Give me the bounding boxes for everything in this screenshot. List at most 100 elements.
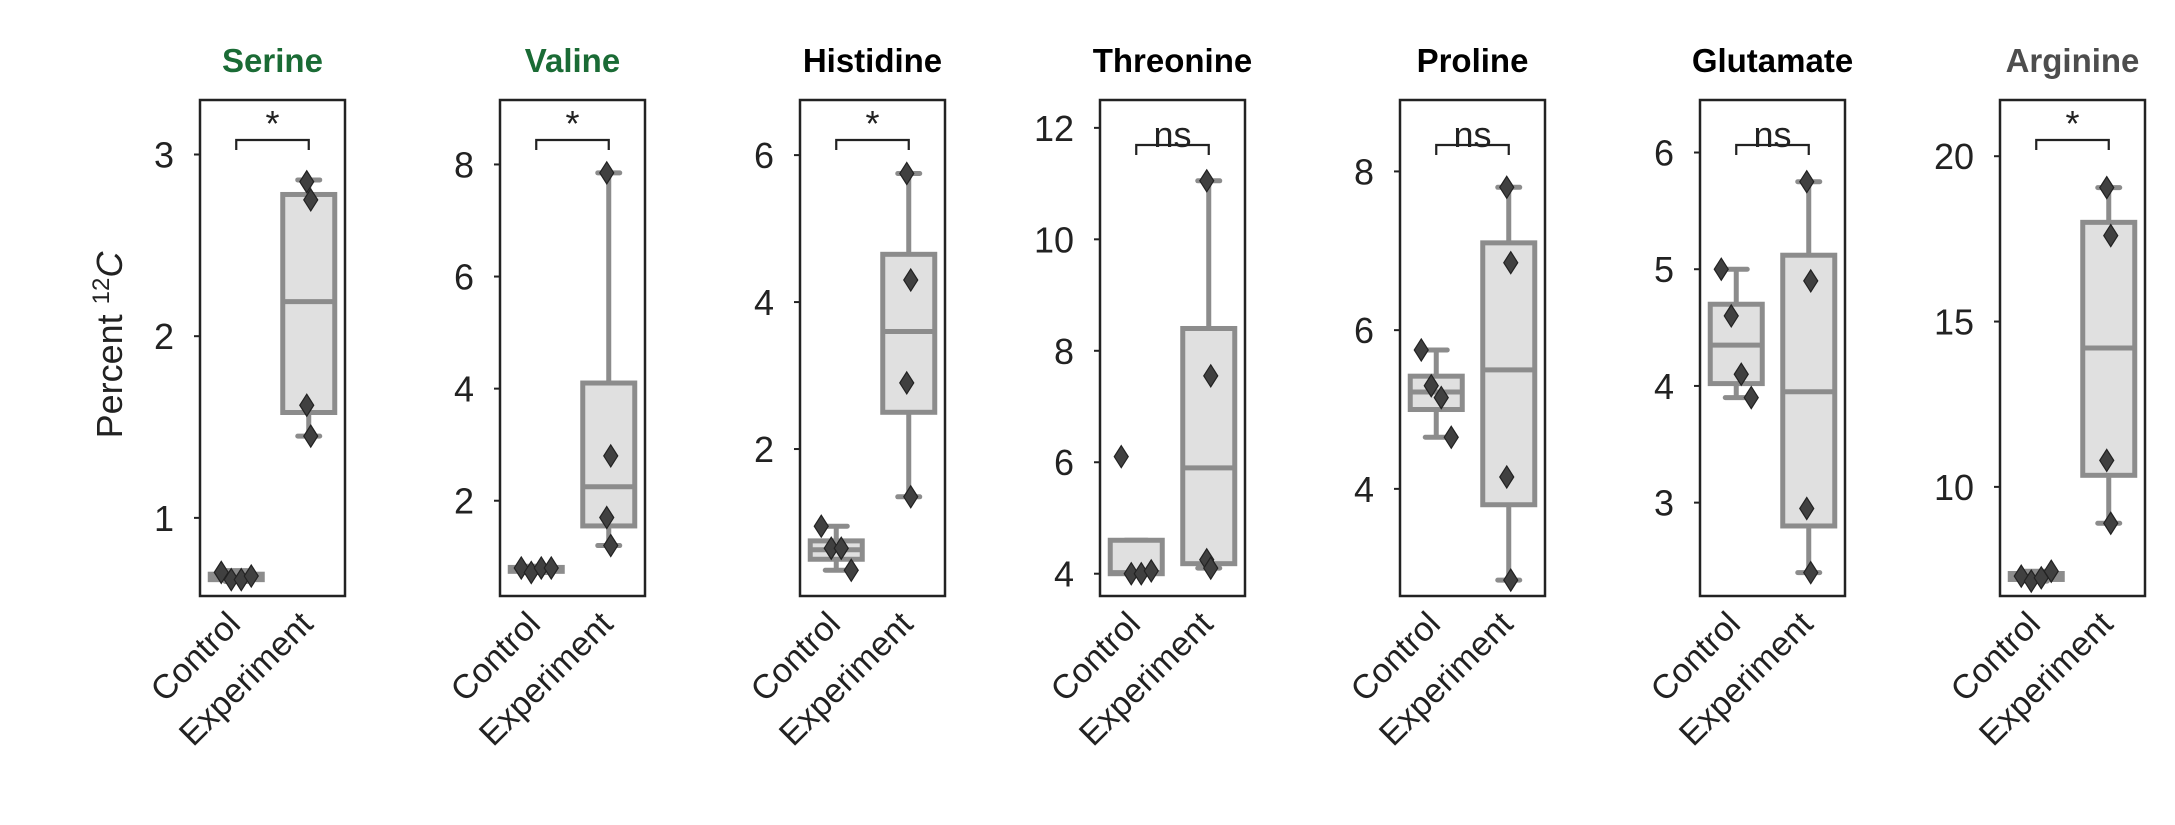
data-point	[1503, 568, 1519, 593]
panel-frame	[498, 98, 647, 598]
panels: Serine123*ControlExperimentValine2468*Co…	[144, 42, 2147, 753]
significance-label: ns	[1753, 114, 1791, 155]
group-experiment	[880, 161, 938, 509]
group-experiment	[1480, 175, 1538, 593]
y-tick-label: 6	[1054, 442, 1074, 483]
y-tick-label: 3	[1654, 483, 1674, 524]
data-point	[1499, 464, 1515, 490]
data-point	[1203, 556, 1219, 581]
data-point	[903, 484, 919, 509]
data-point	[1713, 257, 1729, 282]
y-tick-label: 8	[454, 144, 474, 185]
group-control	[507, 555, 565, 585]
panel-title: Glutamate	[1692, 42, 1853, 79]
y-tick-label: 2	[154, 316, 174, 357]
y-tick-label: 10	[1034, 219, 1074, 260]
data-point	[299, 393, 315, 418]
y-tick-label: 4	[754, 282, 774, 323]
y-tick-label: 6	[454, 257, 474, 298]
y-tick-label: 8	[1054, 331, 1074, 372]
data-point	[1423, 373, 1439, 398]
group-control	[1707, 257, 1765, 410]
data-point	[833, 536, 849, 561]
group-control	[207, 560, 265, 592]
data-point	[603, 443, 619, 469]
panel-frame	[1098, 98, 1247, 598]
group-experiment	[1780, 169, 1838, 585]
significance-label: *	[565, 103, 579, 144]
group-control	[1407, 337, 1465, 450]
group-control	[1107, 444, 1165, 586]
data-point	[1199, 168, 1215, 193]
panel-title: Histidine	[803, 42, 942, 79]
data-point	[599, 505, 615, 530]
y-tick-label: 1	[154, 498, 174, 539]
data-point	[303, 423, 319, 449]
data-point	[1143, 558, 1159, 584]
significance-label: ns	[1153, 114, 1191, 155]
data-point	[2103, 223, 2119, 248]
data-point	[899, 161, 915, 186]
data-point	[1799, 169, 1815, 194]
y-tick-label: 5	[1654, 249, 1674, 290]
data-point	[303, 187, 319, 213]
data-point	[243, 563, 259, 589]
y-tick-label: 6	[1354, 310, 1374, 351]
y-tick-label: 4	[454, 369, 474, 410]
y-tick-label: 8	[1354, 151, 1374, 192]
y-axis-label-superscript: 12	[88, 278, 115, 305]
y-axis-label-variable: C	[89, 251, 130, 278]
data-point	[1733, 362, 1749, 387]
data-point	[813, 514, 829, 539]
y-tick-label: 3	[154, 135, 174, 176]
data-point	[1433, 385, 1449, 410]
significance-label: ns	[1453, 114, 1491, 155]
group-control	[807, 514, 865, 583]
y-tick-label: 10	[1934, 467, 1974, 508]
panel-frame	[1698, 98, 1847, 598]
data-point	[1413, 337, 1429, 363]
y-tick-label: 6	[1654, 133, 1674, 174]
significance-bracket	[1735, 143, 1810, 155]
data-point	[1723, 303, 1739, 329]
data-point	[1743, 385, 1759, 410]
data-point	[603, 533, 619, 558]
panel-title: Valine	[525, 42, 620, 79]
y-tick-label: 15	[1934, 302, 1974, 343]
panel-title: Serine	[222, 42, 323, 79]
group-experiment	[280, 169, 338, 449]
data-point	[2099, 175, 2115, 200]
panel-frame	[1398, 98, 1547, 598]
significance-bracket	[2035, 138, 2110, 150]
data-point	[2099, 448, 2115, 473]
panel-title: Proline	[1417, 42, 1529, 79]
box	[1480, 240, 1538, 508]
group-experiment	[580, 160, 638, 558]
y-tick-label: 20	[1934, 136, 1974, 177]
data-point	[1443, 425, 1459, 450]
significance-label: *	[865, 103, 879, 144]
data-point	[299, 169, 315, 194]
significance-bracket	[235, 138, 310, 150]
panel-frame	[198, 98, 347, 598]
group-control	[2007, 559, 2065, 594]
y-tick-label: 2	[454, 481, 474, 522]
significance-bracket	[1435, 143, 1510, 155]
data-point	[1503, 250, 1519, 275]
panel-title: Arginine	[2006, 42, 2140, 79]
y-tick-label: 4	[1354, 469, 1374, 510]
y-tick-label: 2	[754, 429, 774, 470]
data-point	[903, 267, 919, 293]
data-point	[1113, 444, 1129, 469]
data-point	[1803, 268, 1819, 294]
group-experiment	[2080, 175, 2138, 536]
y-tick-label: 12	[1034, 108, 1074, 149]
data-point	[599, 160, 615, 185]
y-tick-label: 4	[1054, 554, 1074, 595]
